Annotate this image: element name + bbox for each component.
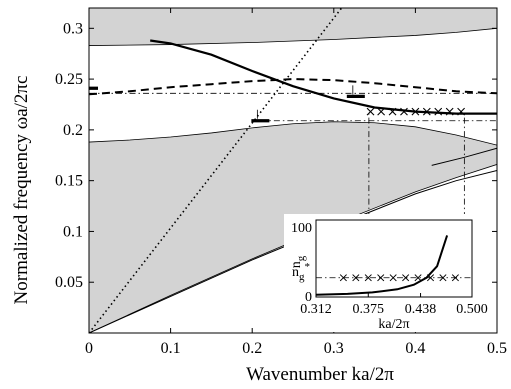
x-tick-label-3: 0.3 — [324, 340, 344, 357]
y-tick-label-2: 0.15 — [55, 173, 83, 190]
x-tick-label-1: 0.1 — [161, 340, 181, 357]
inset-x-marker-2-stroke-b — [364, 274, 372, 282]
main-x-marker-7 — [445, 107, 454, 116]
inset-x-tick-label-3: 0.500 — [456, 302, 488, 317]
inset-series-line-0 — [316, 235, 449, 296]
inset-x-marker-4-stroke-b — [389, 274, 397, 282]
inset-x-marker-4 — [389, 274, 397, 282]
inset-background — [284, 214, 492, 332]
x-tick-label-0: 0 — [85, 340, 93, 357]
series-line-1 — [89, 78, 497, 96]
y-tick-label-4: 0.25 — [55, 71, 83, 88]
y-tick-label-0: 0.05 — [55, 274, 83, 291]
main-x-marker-4 — [411, 107, 420, 116]
y-tick-label-1: 0.1 — [63, 223, 83, 240]
main-x-marker-0-stroke-b — [366, 107, 375, 116]
inset-y-tick-label-0: 100 — [291, 221, 312, 236]
main-x-marker-8-stroke-b — [457, 107, 465, 116]
inset-x-marker-2 — [364, 274, 372, 282]
x-tick-label-5: 0.5 — [487, 340, 507, 357]
x-tick-label-4: 0.4 — [405, 340, 425, 357]
x-tick-label-2: 0.2 — [242, 340, 262, 357]
main-x-marker-3 — [400, 107, 408, 116]
series-line-3 — [431, 147, 497, 166]
shaded-band-0 — [89, 8, 497, 46]
inset-x-marker-5 — [402, 274, 410, 282]
inset-y-axis-label-sub: g — [295, 255, 307, 261]
main-x-marker-2-stroke-b — [388, 107, 397, 116]
y-axis-label: Normalized frequency ωa/2πc — [11, 76, 32, 305]
inset-x-marker-0 — [339, 274, 347, 282]
inset-x-marker-0-stroke-b — [339, 274, 347, 282]
series-line-0 — [150, 39, 497, 115]
inset-x-axis-label: ka/2π — [378, 317, 409, 332]
inset-x-marker-8 — [439, 274, 447, 282]
inset-x-tick-label-2: 0.438 — [405, 302, 437, 317]
main-x-marker-4-stroke-b — [411, 107, 420, 116]
inset-x-marker-6-stroke-b — [414, 274, 422, 282]
x-axis-label: Wavenumber ka/2π — [246, 364, 394, 384]
main-x-marker-8 — [457, 107, 465, 116]
main-x-marker-3-stroke-b — [400, 107, 408, 116]
inset-y-tick-label-1: 0 — [305, 290, 312, 305]
inset-x-marker-1-stroke-b — [352, 274, 360, 282]
series-line-4 — [89, 8, 343, 333]
main-x-marker-5 — [422, 107, 431, 116]
inset-x-marker-7 — [426, 274, 435, 282]
y-tick-label-5: 0.3 — [63, 20, 83, 37]
inset-x-marker-3 — [377, 274, 385, 282]
inset-x-tick-label-1: 0.375 — [353, 302, 385, 317]
main-x-marker-0 — [366, 107, 375, 116]
inset-x-marker-3-stroke-b — [377, 274, 385, 282]
y-tick-label-3: 0.2 — [63, 122, 83, 139]
main-x-marker-7-stroke-b — [445, 107, 454, 116]
main-x-marker-2 — [388, 107, 397, 116]
inset-x-tick-label-0: 0.312 — [300, 302, 332, 317]
main-x-marker-1-stroke-b — [377, 107, 386, 116]
inset-x-marker-9 — [451, 274, 459, 282]
main-x-marker-6-stroke-b — [434, 107, 443, 116]
inset-x-marker-8-stroke-b — [439, 274, 447, 282]
inset-x-marker-7-stroke-b — [426, 274, 435, 282]
inset-plot-area — [316, 235, 472, 296]
inset-frame — [315, 219, 473, 298]
inset-reference-label-star: * — [305, 261, 311, 273]
main-plot-frame — [88, 7, 498, 334]
inset-x-marker-1 — [352, 274, 360, 282]
main-x-marker-6 — [434, 107, 443, 116]
inset-x-marker-9-stroke-b — [451, 274, 459, 282]
inset-reference-label-sub: g — [299, 271, 305, 283]
main-x-marker-5-stroke-b — [422, 107, 431, 116]
inset-x-marker-5-stroke-b — [402, 274, 410, 282]
inset-x-marker-6 — [414, 274, 422, 282]
main-x-marker-1 — [377, 107, 386, 116]
